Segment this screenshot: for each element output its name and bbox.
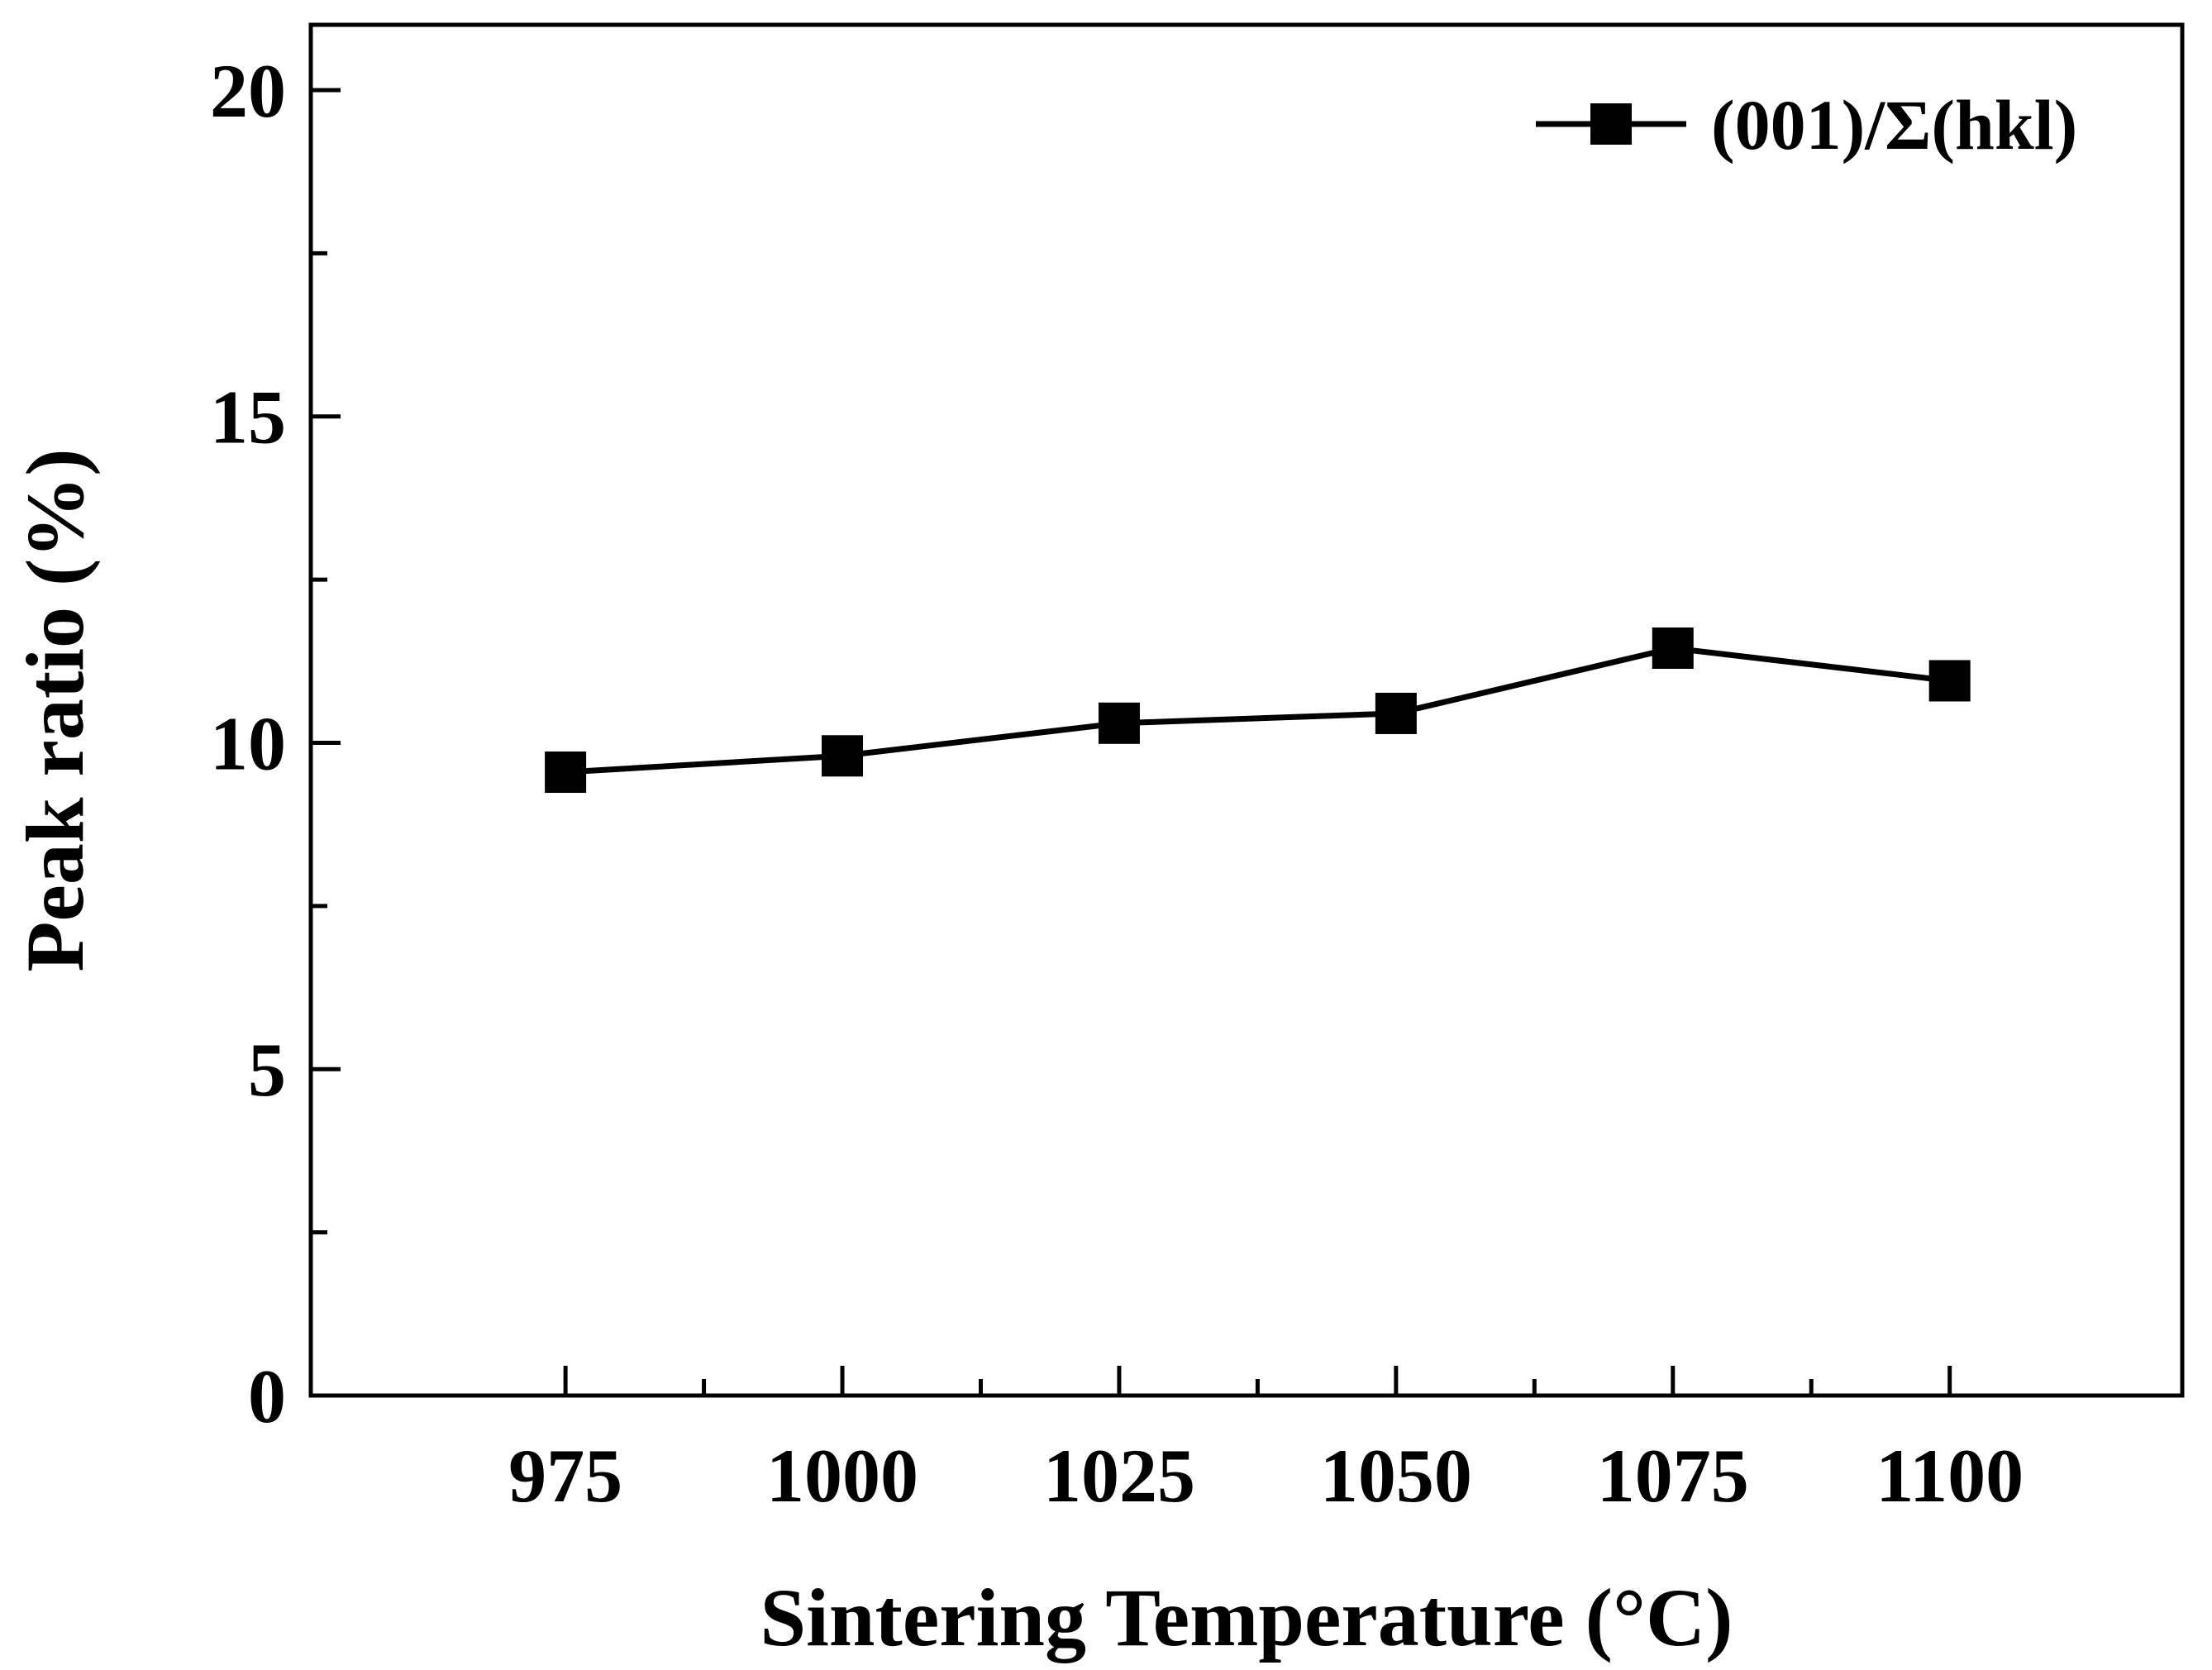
y-tick-label: 15 bbox=[210, 375, 286, 460]
y-axis: 0 5 10 15 20 bbox=[210, 49, 341, 1439]
x-tick-label: 1050 bbox=[1320, 1434, 1472, 1518]
legend-marker bbox=[1590, 103, 1632, 145]
y-axis-label: Peak ratio (%) bbox=[9, 448, 101, 971]
data-point-marker bbox=[1375, 692, 1417, 734]
x-axis-label: Sintering Temperature (°C) bbox=[760, 1572, 1733, 1663]
y-tick-label: 5 bbox=[248, 1028, 286, 1112]
data-point-marker bbox=[1928, 660, 1971, 702]
x-tick-label: 1100 bbox=[1876, 1434, 2024, 1518]
legend: (001)/Σ(hkl) bbox=[1536, 85, 2077, 165]
data-point-marker bbox=[545, 752, 587, 794]
y-tick-label: 20 bbox=[210, 49, 286, 133]
data-point-marker bbox=[822, 735, 864, 777]
x-axis: 975 1000 1025 1050 1075 1100 bbox=[508, 1366, 2024, 1518]
legend-label: (001)/Σ(hkl) bbox=[1711, 85, 2077, 165]
series-layer bbox=[545, 627, 1971, 794]
data-point-marker bbox=[1098, 702, 1140, 744]
data-point-marker bbox=[1652, 627, 1694, 669]
x-tick-label: 1075 bbox=[1597, 1434, 1749, 1518]
series-line bbox=[565, 645, 1951, 775]
x-tick-label: 1025 bbox=[1043, 1434, 1195, 1518]
x-tick-label: 975 bbox=[508, 1434, 622, 1518]
y-tick-label: 10 bbox=[210, 701, 286, 785]
x-tick-label: 1000 bbox=[766, 1434, 918, 1518]
plot-frame bbox=[308, 22, 2185, 1398]
y-tick-label: 0 bbox=[248, 1354, 286, 1439]
